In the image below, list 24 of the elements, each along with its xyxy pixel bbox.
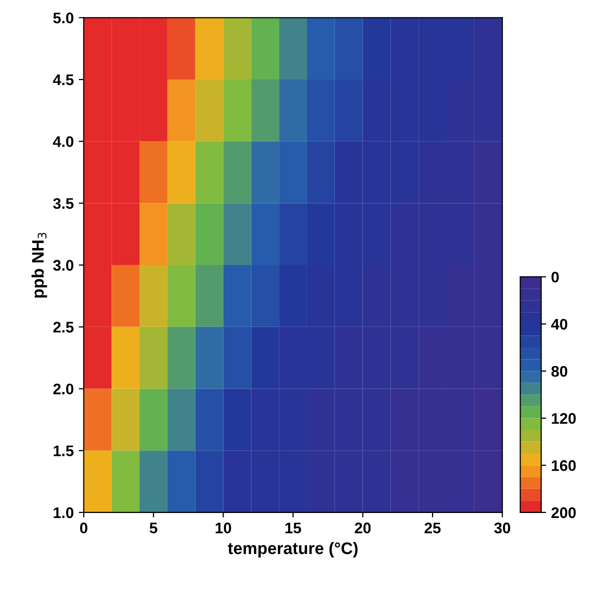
- y-tick-label: 2.5: [53, 322, 74, 333]
- x-tick-label: 5: [150, 522, 158, 534]
- x-axis-title: temperature (°C): [228, 542, 358, 558]
- y-tick-label: 1.0: [54, 507, 74, 518]
- y-tick-label: 3.5: [53, 198, 74, 209]
- color-bar-label: 80: [551, 366, 568, 377]
- x-tick-label: 0: [80, 522, 88, 534]
- y-tick-label: 4.0: [52, 136, 74, 148]
- y-tick-label: 2.0: [53, 384, 74, 394]
- y-tick-label: 3.0: [53, 260, 74, 271]
- color-bar-label: 200: [551, 507, 576, 518]
- color-bar-label: 0: [552, 272, 559, 283]
- x-tick-label: 15: [285, 522, 302, 534]
- x-tick-label: 25: [424, 522, 441, 534]
- x-tick-label: 30: [494, 522, 510, 534]
- x-tick-label: 20: [354, 522, 371, 534]
- y-tick-label: 1.5: [54, 446, 74, 456]
- x-tick-label: 10: [216, 522, 232, 534]
- color-bar-label: 40: [551, 318, 568, 330]
- color-bar-label: 120: [552, 413, 576, 424]
- y-tick-label: 5.0: [53, 12, 74, 24]
- color-bar-label: 160: [552, 460, 576, 471]
- y-tick-label: 4.5: [52, 74, 74, 86]
- y-axis-title: ppb NH$_{3}$: [32, 232, 48, 298]
